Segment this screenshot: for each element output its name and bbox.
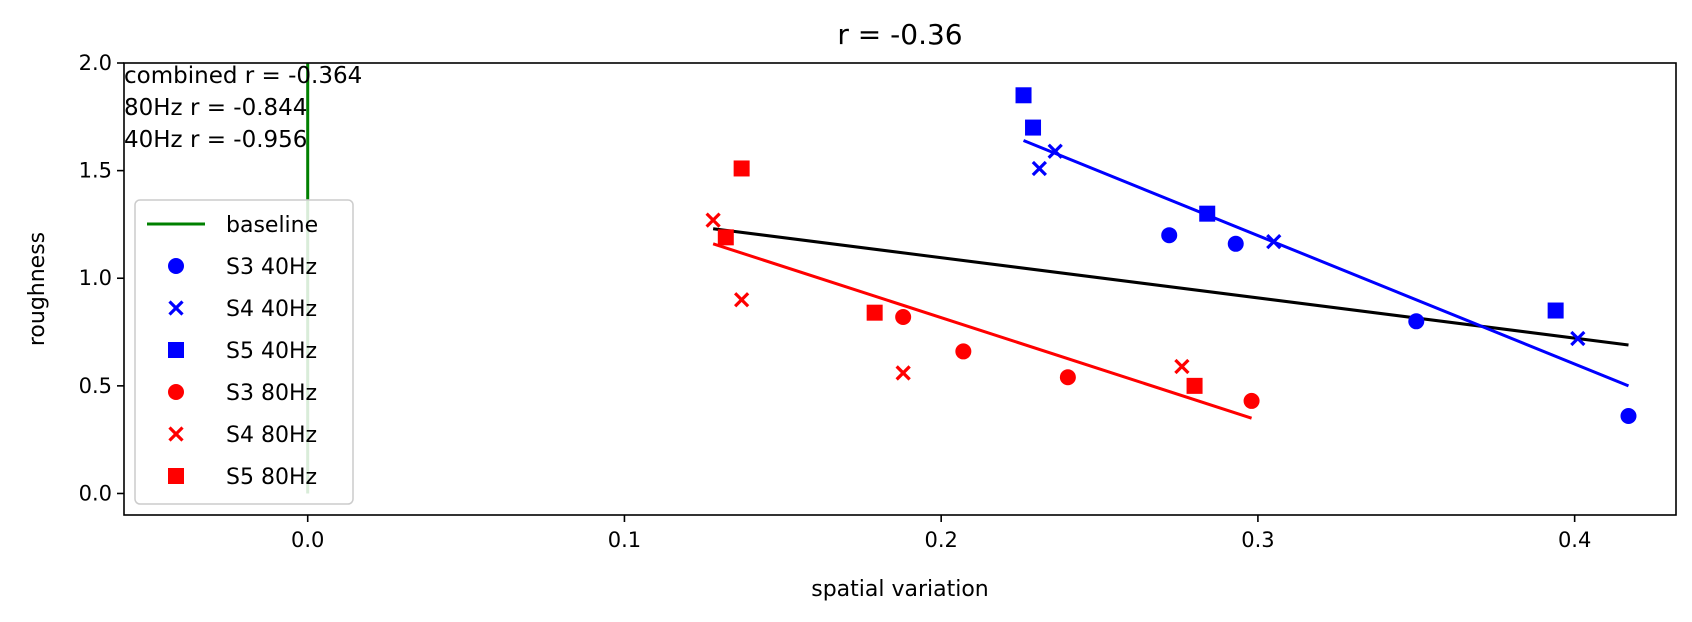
plot-area: [124, 63, 1676, 515]
fit-line-80hz: [712, 242, 1253, 420]
point-s3-80hz-2: [1059, 369, 1076, 386]
legend-label-s5-80hz: S5 80Hz: [226, 465, 317, 490]
point-s4-80hz-1-stroke-b: [734, 292, 750, 308]
legend-label-s4-80hz: S4 80Hz: [226, 423, 317, 448]
legend-swatch-s3-40hz: [168, 258, 184, 274]
legend-box: [134, 199, 354, 505]
legend-label-s4-40hz: S4 40Hz: [226, 297, 317, 322]
point-s4-80hz-0: [705, 212, 721, 228]
legend-label-s3-40hz: S3 40Hz: [226, 255, 317, 280]
legend-swatch-s5-80hz: [168, 468, 184, 484]
point-s4-40hz-2-stroke-b: [1266, 234, 1282, 250]
point-s5-80hz-2: [866, 304, 883, 321]
point-s5-40hz-0: [1015, 87, 1032, 104]
point-s3-40hz-2: [1408, 313, 1425, 330]
legend-swatch-s3-80hz: [168, 384, 184, 400]
point-s4-80hz-0-stroke-b: [705, 212, 721, 228]
point-s3-80hz-0: [895, 308, 912, 325]
legend-swatch-s5-40hz: [168, 342, 184, 358]
y-axis-label: roughness: [25, 232, 50, 346]
point-s5-80hz-0: [717, 229, 734, 246]
y-tick-label-1: 0.5: [79, 374, 112, 398]
point-s3-40hz-3: [1620, 407, 1637, 424]
point-s4-80hz-3: [1174, 358, 1190, 375]
point-s5-40hz-1: [1025, 119, 1042, 136]
point-s4-40hz-3-stroke-b: [1570, 330, 1586, 347]
fit-line-40hz: [1022, 139, 1630, 388]
y-tick-label-4: 2.0: [79, 51, 112, 75]
x-axis-ticks: 0.0 0.1 0.2 0.3 0.4: [291, 515, 1591, 552]
point-s4-80hz-1: [734, 292, 750, 308]
legend-label-baseline: baseline: [226, 213, 318, 238]
point-s4-80hz-2-stroke-b: [895, 365, 911, 381]
plot-frame: [123, 62, 1677, 516]
annotation-combined-r: combined r = -0.364: [124, 63, 362, 89]
point-s5-80hz-3: [1186, 377, 1203, 394]
point-s4-40hz-0: [1031, 160, 1047, 177]
point-s4-80hz-2: [895, 365, 911, 381]
annotation-40hz-r: 40Hz r = -0.956: [124, 127, 307, 153]
x-tick-label-0: 0.0: [291, 528, 324, 552]
point-s3-80hz-1: [955, 343, 972, 360]
chart-title: r = -0.36: [837, 18, 962, 51]
point-s3-80hz-3: [1243, 392, 1260, 409]
annotation-80hz-r: 80Hz r = -0.844: [124, 95, 307, 121]
y-tick-label-2: 1.0: [79, 266, 112, 290]
legend-swatch-s4-80hz: [168, 426, 184, 442]
legend-label-s3-80hz: S3 80Hz: [226, 381, 317, 406]
point-s3-40hz-0: [1161, 227, 1178, 244]
fit-lines-layer: [712, 139, 1630, 420]
y-tick-label-3: 1.5: [79, 159, 112, 183]
point-s4-40hz-1: [1047, 143, 1063, 159]
point-s4-40hz-0-stroke-b: [1031, 160, 1047, 177]
point-s4-80hz-3-stroke-b: [1174, 358, 1190, 375]
point-s5-40hz-2: [1199, 205, 1216, 222]
point-s3-40hz-1: [1227, 235, 1244, 252]
legend-swatch-s4-40hz-stroke-b: [168, 300, 184, 316]
point-s4-40hz-2: [1266, 234, 1282, 250]
y-axis-ticks: 0.0 0.5 1.0 1.5 2.0: [79, 51, 124, 505]
x-tick-label-1: 0.1: [608, 528, 641, 552]
point-s4-40hz-1-stroke-b: [1047, 143, 1063, 159]
point-s4-40hz-3: [1570, 330, 1586, 347]
x-tick-label-3: 0.3: [1241, 528, 1274, 552]
legend-swatch-s4-80hz-stroke-b: [168, 426, 184, 442]
point-s5-80hz-1: [733, 160, 750, 177]
legend-swatch-s4-40hz: [168, 300, 184, 316]
x-tick-label-4: 0.4: [1558, 528, 1591, 552]
y-tick-label-0: 0.0: [79, 481, 112, 505]
data-points-layer: [705, 87, 1637, 424]
x-axis-label: spatial variation: [811, 577, 989, 602]
legend: baseline S3 40Hz S4 40Hz S5 40Hz S3 80Hz S4 8…: [134, 199, 354, 505]
legend-label-s5-40hz: S5 40Hz: [226, 339, 317, 364]
x-tick-label-2: 0.2: [924, 528, 957, 552]
point-s5-40hz-3: [1547, 302, 1564, 319]
